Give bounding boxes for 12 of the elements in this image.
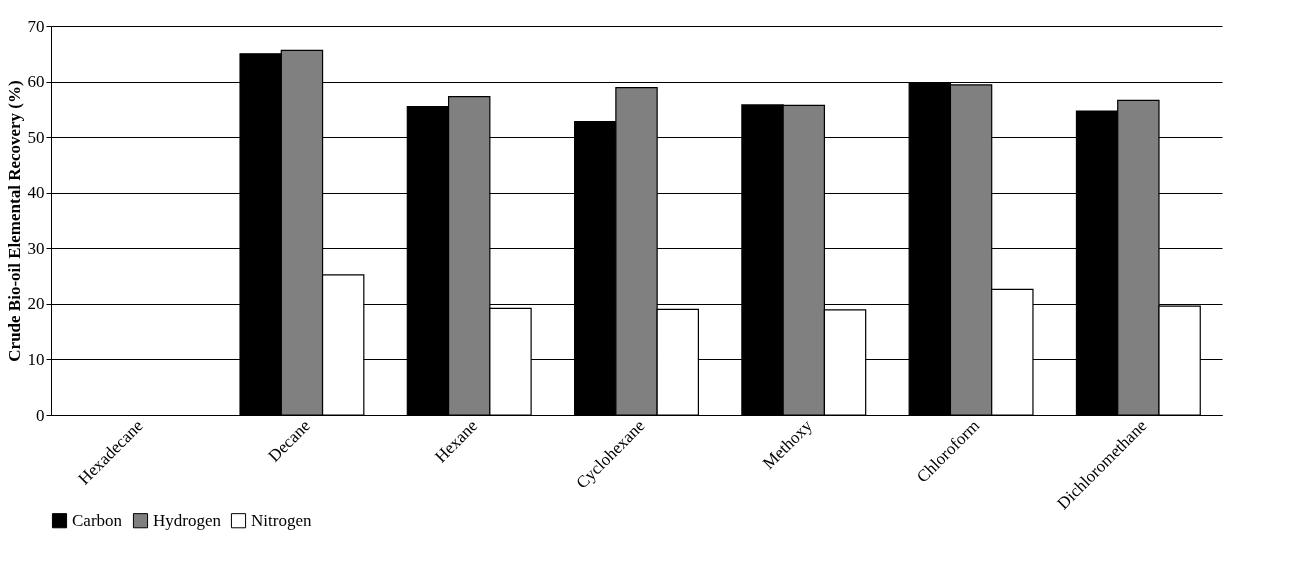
y-tick-label: 0: [36, 405, 45, 425]
y-axis-title: Crude Bio-oil Elemental Recovery (%): [4, 80, 24, 362]
legend-label: Carbon: [72, 510, 123, 530]
legend-label: Nitrogen: [251, 510, 312, 530]
y-tick-label: 30: [27, 238, 45, 258]
y-tick-label: 60: [27, 72, 45, 92]
y-tick-label: 20: [27, 294, 45, 314]
y-tick-label: 50: [27, 127, 45, 147]
y-tick-label: 40: [27, 183, 45, 203]
y-tick-label: 70: [27, 16, 45, 36]
legend-label: Hydrogen: [153, 510, 222, 530]
y-tick-label: 10: [27, 349, 45, 369]
